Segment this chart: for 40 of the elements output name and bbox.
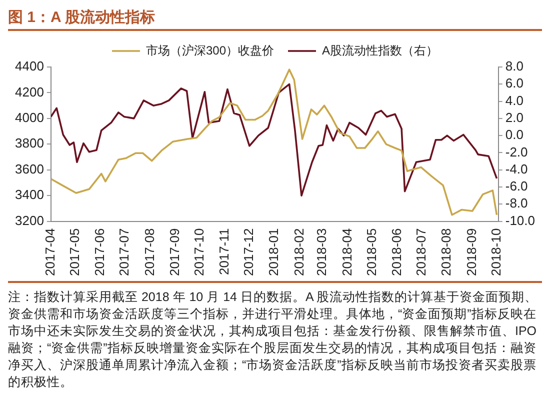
- y2-tick-label: -6.0: [505, 178, 528, 194]
- y-tick-label: 3800: [15, 136, 44, 151]
- x-tick-label: 2018-06: [389, 228, 404, 276]
- text: 注：指数计算采用截至 2018 年 10 月 14 日的数据。A 股流动性指数的计算基于资金面预期、资金供需和市场资金活跃度等三个指标，并进行平滑处理。具体地，“资金面预期”指标反映在市场中还未实际发生交易的资金状况，其构成项目包括：基金发行份额、限售解禁市值、IPO 融资；“资金供需”指标反映增量资金实际在个股层面发生交易的情况，其构成项目包括：融资净买入、沪深股通单周累计净流入金额；“市场资金活跃度”指标反映当前市场投资者买卖股票的积极性。: [8, 289, 539, 391]
- x-tick-label: 2017-12: [241, 228, 256, 276]
- x-tick-label: 2018-08: [438, 228, 454, 276]
- legend-label: A股流动性指数（右）: [322, 43, 438, 58]
- y2-tick-label: 4.0: [505, 92, 524, 108]
- y2-tick-label: -8.0: [505, 196, 528, 211]
- x-tick-label: 2017-07: [116, 228, 132, 276]
- x-tick-label: 2017-11: [216, 228, 232, 276]
- y-tick-label: 4000: [15, 110, 44, 126]
- x-tick-label: 2018-03: [314, 228, 330, 276]
- x-tick-label: 2017-09: [166, 228, 182, 276]
- y2-tick-label: -10.0: [505, 212, 536, 228]
- x-tick-label: 2017-05: [66, 228, 82, 276]
- x-tick-label: 2017-08: [142, 228, 157, 276]
- y2-tick-label: 6.0: [505, 76, 524, 91]
- y-tick-label: 4400: [15, 58, 44, 74]
- x-tick-label: 2018-10: [488, 228, 504, 276]
- x-tick-label: 2018-04: [339, 228, 354, 276]
- y-tick-label: 3200: [15, 212, 44, 228]
- y2-tick-label: -2.0: [505, 144, 528, 160]
- y-tick-label: 3600: [15, 161, 44, 176]
- x-tick-label: 2017-10: [191, 228, 206, 276]
- legend-label: 市场（沪深300）收盘价: [146, 43, 274, 58]
- x-tick-label: 2018-02: [291, 228, 306, 276]
- x-tick-label: 2018-09: [464, 228, 479, 276]
- y-tick-label: 3400: [15, 187, 44, 202]
- x-tick-label: 2017-06: [92, 228, 108, 276]
- x-tick-label: 2017-04: [42, 228, 58, 276]
- y-tick-label: 4200: [15, 84, 44, 100]
- x-tick-label: 2018-05: [364, 228, 379, 276]
- chart-title: 图 1：A 股流动性指标: [8, 8, 542, 31]
- y2-tick-label: 2.0: [505, 110, 524, 126]
- x-tick-label: 2018-01: [266, 228, 282, 276]
- y2-tick-label: 8.0: [505, 58, 524, 74]
- x-tick-label: 2018-07: [413, 228, 428, 276]
- y2-tick-label: -4.0: [505, 161, 528, 176]
- y2-tick-label: 0.0: [505, 127, 524, 142]
